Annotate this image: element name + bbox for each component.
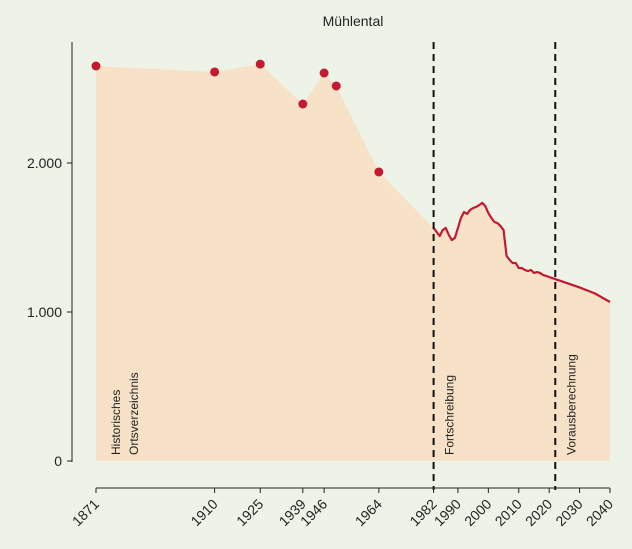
point bbox=[91, 61, 101, 71]
y-tick-label: 1.000 bbox=[27, 304, 62, 320]
annotation: Vorausberechnung bbox=[564, 354, 578, 455]
point bbox=[374, 167, 384, 177]
point bbox=[298, 99, 308, 109]
point bbox=[255, 59, 265, 69]
area bbox=[96, 64, 610, 462]
y-tick-label: 0 bbox=[54, 453, 62, 469]
line bbox=[432, 201, 611, 303]
annotation: Historisches bbox=[109, 390, 123, 455]
annotation: Ortsverzeichnis bbox=[127, 372, 141, 455]
y-tick-label: 2.000 bbox=[27, 155, 62, 171]
point bbox=[319, 68, 329, 78]
point bbox=[210, 67, 220, 77]
chart-title: Mühlental bbox=[323, 13, 384, 29]
point bbox=[331, 81, 341, 91]
annotation: Fortschreibung bbox=[443, 375, 457, 455]
